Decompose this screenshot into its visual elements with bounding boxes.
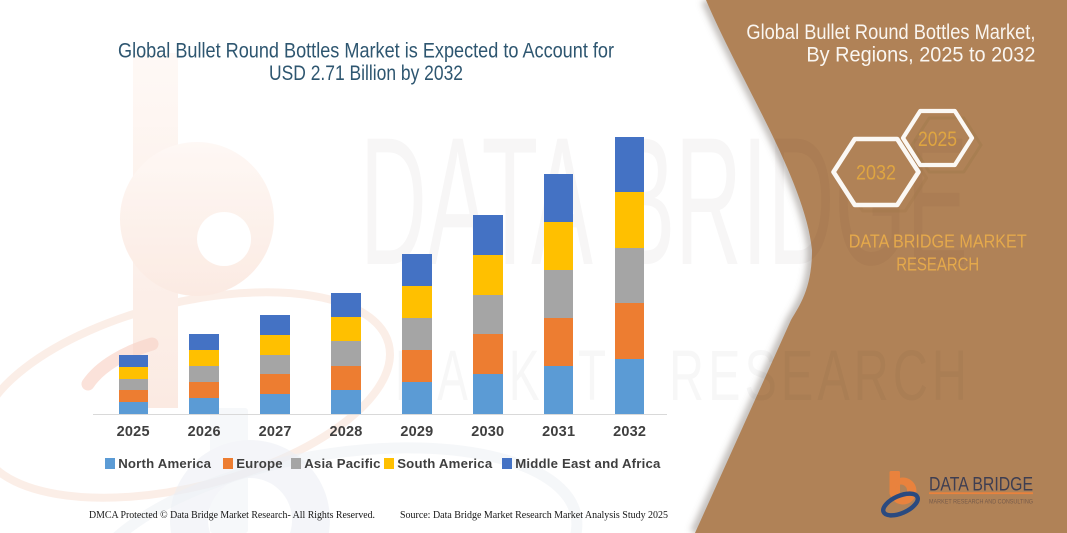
svg-text:Global Bullet Round Bottles Ma: Global Bullet Round Bottles Market, — [746, 21, 1035, 44]
svg-text:Source: Data Bridge Market Res: Source: Data Bridge Market Research Mark… — [400, 510, 668, 521]
svg-text:Global Bullet Round Bottles Ma: Global Bullet Round Bottles Market is Ex… — [118, 39, 614, 63]
svg-text:By Regions, 2025 to 2032: By Regions, 2025 to 2032 — [806, 44, 1035, 67]
svg-text:USD 2.71 Billion by 2032: USD 2.71 Billion by 2032 — [269, 61, 463, 85]
svg-text:2032: 2032 — [856, 162, 896, 185]
svg-text:RESEARCH: RESEARCH — [896, 253, 979, 274]
svg-text:MARKET RESEARCH AND CONSULTING: MARKET RESEARCH AND CONSULTING — [929, 499, 1033, 506]
svg-text:RESEARCH: RESEARCH — [669, 337, 971, 416]
svg-text:2025: 2025 — [918, 128, 957, 151]
svg-text:DMCA Protected © Data Bridge M: DMCA Protected © Data Bridge Market Rese… — [89, 510, 375, 521]
svg-text:DATA BRIDGE MARKET: DATA BRIDGE MARKET — [849, 231, 1027, 252]
svg-text:DATA BRIDGE: DATA BRIDGE — [929, 475, 1033, 496]
